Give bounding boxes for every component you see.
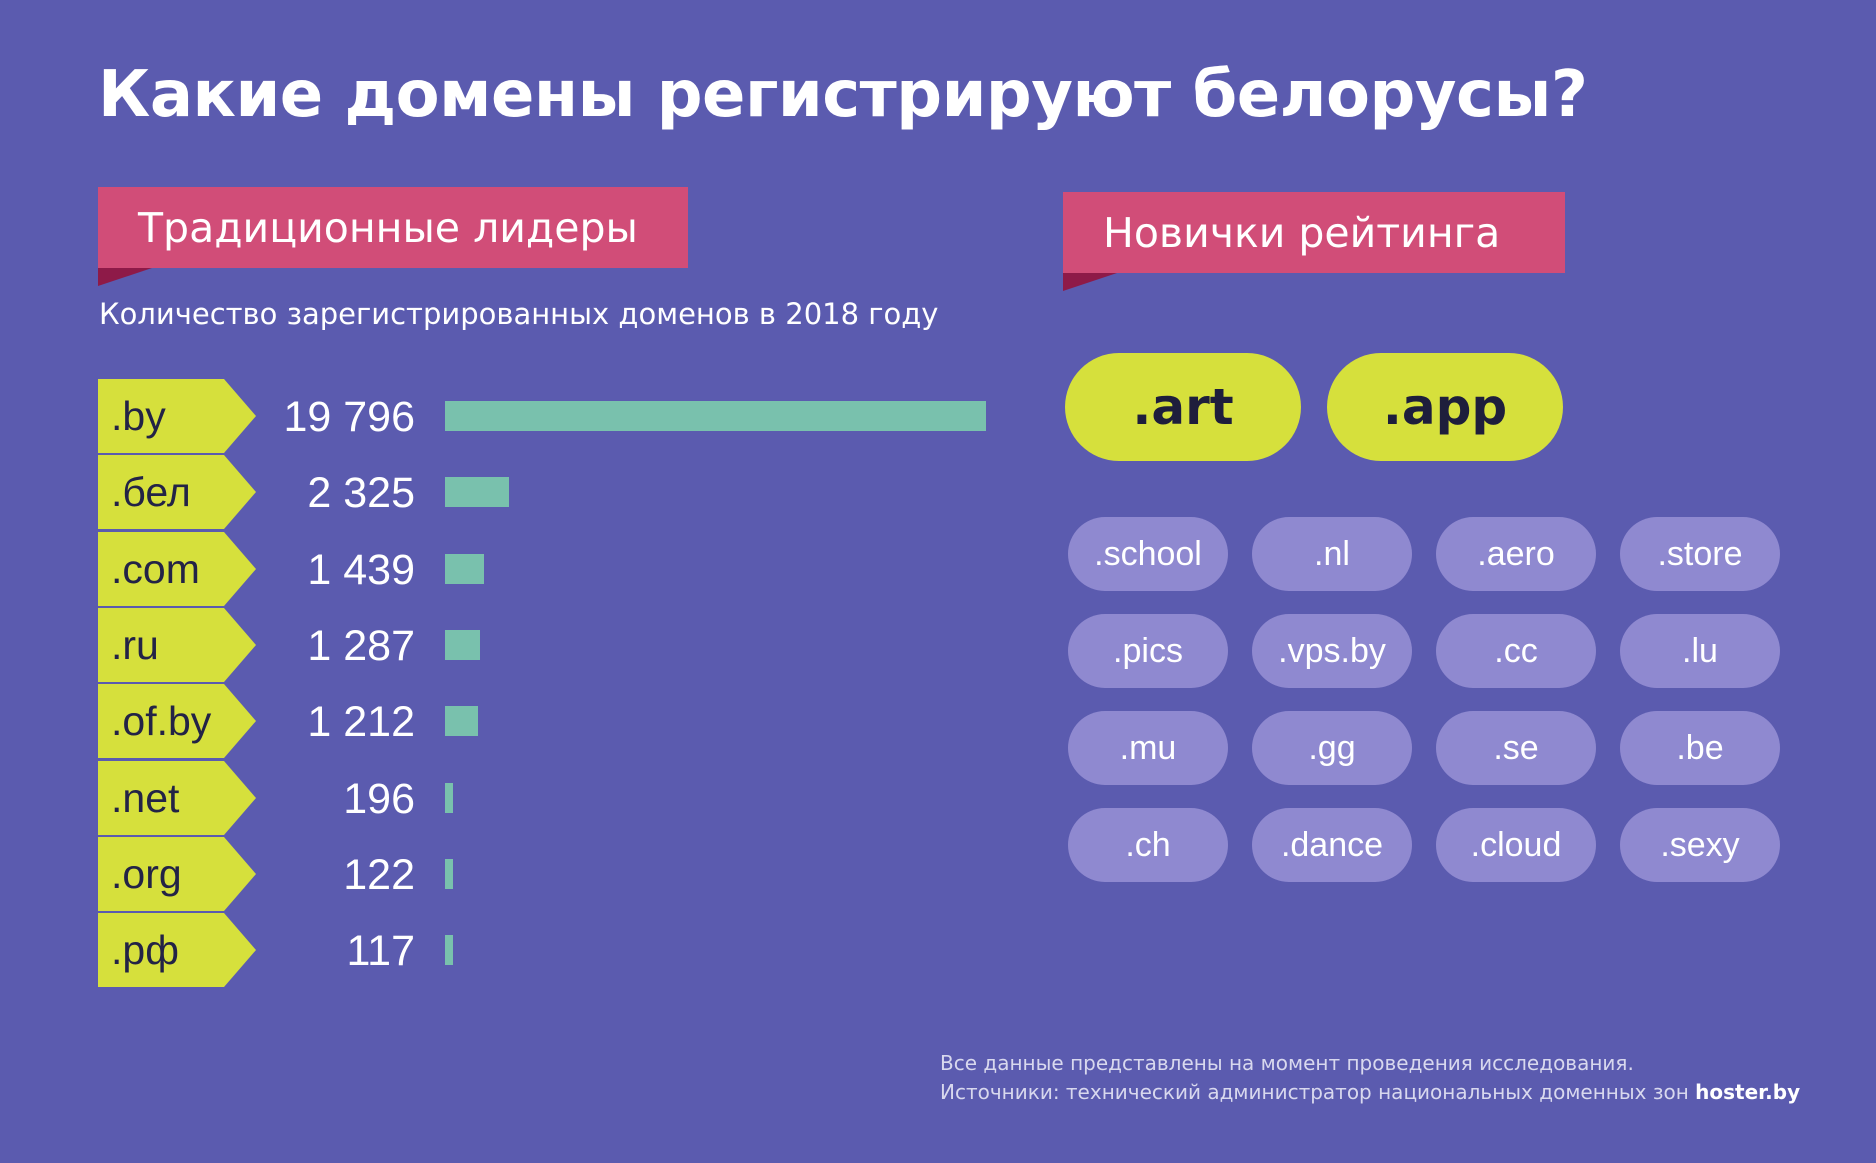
newcomer-domain-pill: .school — [1068, 517, 1228, 591]
newcomer-domain-pill: .lu — [1620, 614, 1780, 688]
footer-brand: hoster.by — [1695, 1080, 1801, 1104]
newcomer-domain-pill: .nl — [1252, 517, 1412, 591]
newcomer-domain-pill: .pics — [1068, 614, 1228, 688]
domain-tag: .бел — [98, 455, 256, 529]
newcomer-domain-pill: .mu — [1068, 711, 1228, 785]
domain-tag: .ru — [98, 608, 256, 682]
footer-source: Источники: технический администратор нац… — [940, 1080, 1689, 1104]
domain-count-bar — [445, 554, 484, 584]
chart-subtitle: Количество зарегистрированных доменов в … — [99, 297, 939, 331]
domain-count-bar — [445, 783, 453, 813]
domain-tag: .by — [98, 379, 256, 453]
domain-count-label: 1 439 — [307, 546, 415, 594]
domain-count-label: 19 796 — [283, 393, 415, 441]
newcomers-label: Новички рейтинга — [1063, 192, 1565, 273]
domain-tag: .org — [98, 837, 256, 911]
domain-count-label: 1 287 — [307, 622, 415, 670]
domain-count-bar — [445, 477, 509, 507]
newcomer-domain-pill: .ch — [1068, 808, 1228, 882]
highlighted-domain-pill: .art — [1065, 353, 1301, 461]
newcomer-domain-pill: .cc — [1436, 614, 1596, 688]
domain-count-bar — [445, 401, 986, 431]
page-title: Какие домены регистрируют белорусы? — [98, 58, 1588, 132]
traditional-leaders-ribbon: Традиционные лидеры — [98, 187, 688, 286]
newcomer-domain-pill: .dance — [1252, 808, 1412, 882]
newcomer-domain-grid: .school .nl .aero .store .pics .vps.by .cc .lu.… — [1068, 517, 1780, 882]
newcomers-ribbon: Новички рейтинга — [1063, 192, 1565, 291]
newcomer-domain-pill: .sexy — [1620, 808, 1780, 882]
newcomer-domain-pill: .aero — [1436, 517, 1596, 591]
newcomer-domain-pill: .be — [1620, 711, 1780, 785]
newcomer-domain-pill: .vps.by — [1252, 614, 1412, 688]
domain-count-bar — [445, 706, 478, 736]
domain-tag: .com — [98, 532, 256, 606]
footer-note: Все данные представлены на момент провед… — [940, 1049, 1800, 1107]
newcomer-domain-pill: .cloud — [1436, 808, 1596, 882]
domain-count-bar — [445, 630, 480, 660]
domain-count-label: 117 — [346, 927, 415, 975]
domain-count-bar — [445, 935, 453, 965]
newcomer-domain-pill: .se — [1436, 711, 1596, 785]
domain-count-bar — [445, 859, 453, 889]
domain-count-label: 2 325 — [307, 469, 415, 517]
domain-count-label: 196 — [343, 775, 415, 823]
newcomer-domain-pill: .store — [1620, 517, 1780, 591]
domain-count-label: 1 212 — [307, 698, 415, 746]
domain-tag: .net — [98, 761, 256, 835]
traditional-leaders-label: Традиционные лидеры — [98, 187, 688, 268]
domain-tag: .of.by — [98, 684, 256, 758]
domain-bar-chart: .by 19 796 .бел 2 325 .com 1 439 .ru 1 287 .of.b… — [98, 379, 986, 987]
highlighted-domain-pill: .app — [1327, 353, 1563, 461]
footer-line-2: Источники: технический администратор нац… — [940, 1078, 1800, 1107]
domain-tag: .рф — [98, 913, 256, 987]
ribbon-fold — [1063, 273, 1117, 291]
footer-line-1: Все данные представлены на момент провед… — [940, 1051, 1634, 1075]
newcomer-domain-pill: .gg — [1252, 711, 1412, 785]
ribbon-fold — [98, 268, 152, 286]
domain-count-label: 122 — [343, 851, 415, 899]
